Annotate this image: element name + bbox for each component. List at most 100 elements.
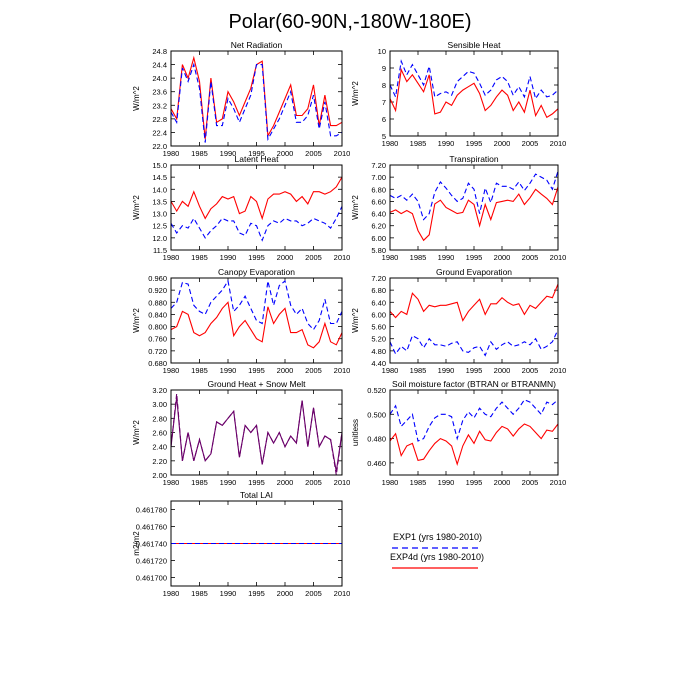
x-tick-label: 2000 (277, 478, 294, 487)
y-tick-label: 0.461740 (136, 540, 167, 549)
y-tick-label: 9 (382, 64, 386, 73)
y-tick-label: 24.8 (152, 47, 167, 56)
x-tick-label: 2005 (305, 478, 322, 487)
x-tick-label: 2000 (277, 589, 294, 598)
plot-frame (389, 277, 559, 364)
y-tick-label: 6.00 (371, 310, 386, 319)
x-tick-label: 2005 (522, 478, 539, 487)
y-tick-label: 7.20 (371, 161, 386, 170)
plot-frame (389, 164, 559, 251)
x-tick-label: 1980 (163, 366, 180, 375)
y-tick-label: 22.4 (152, 128, 167, 137)
x-tick-label: 1990 (220, 589, 237, 598)
y-tick-label: 24.0 (152, 74, 167, 83)
y-tick-label: 24.4 (152, 61, 167, 70)
y-axis-label: W/m^2 (132, 195, 141, 220)
series-line-exp1 (170, 206, 343, 242)
y-tick-label: 3.20 (152, 386, 167, 395)
x-tick-label: 1990 (438, 366, 455, 375)
x-tick-label: 1995 (248, 149, 265, 158)
y-tick-label: 0.760 (148, 335, 167, 344)
series-line-exp4d (170, 301, 343, 349)
x-tick-label: 2005 (305, 149, 322, 158)
panel-9: Total LAI m2/m2 1980 1985 1990 1995 2000 2005 20… (132, 490, 350, 598)
x-tick-label: 2010 (334, 589, 351, 598)
series-line-exp4d (389, 186, 559, 242)
y-axis-label: W/m^2 (132, 308, 141, 333)
y-tick-label: 5.60 (371, 323, 386, 332)
panel-5: Canopy Evaporation W/m^2 1980 1985 1990 1995 2… (132, 267, 350, 375)
x-tick-label: 2010 (550, 366, 567, 375)
y-tick-label: 0.920 (148, 286, 167, 295)
x-tick-label: 1990 (220, 253, 237, 262)
x-tick-label: 1990 (220, 478, 237, 487)
y-tick-label: 0.680 (148, 359, 167, 368)
x-tick-label: 2005 (305, 589, 322, 598)
y-axis-label: W/m^2 (351, 81, 360, 106)
y-tick-label: 23.2 (152, 101, 167, 110)
legend: EXP1 (yrs 1980-2010) EXP4d (yrs 1980-201… (390, 532, 484, 569)
series-line-exp4d (389, 283, 559, 322)
y-tick-label: 5 (382, 132, 386, 141)
y-tick-label: 15.0 (152, 161, 167, 170)
y-tick-label: 0.800 (148, 323, 167, 332)
x-tick-label: 2010 (334, 253, 351, 262)
x-tick-label: 1980 (163, 589, 180, 598)
x-tick-label: 1985 (410, 366, 427, 375)
y-axis-label: unitless (351, 419, 360, 446)
y-tick-label: 2.00 (152, 471, 167, 480)
legend-label-exp4d: EXP4d (yrs 1980-2010) (390, 552, 484, 562)
series-line-exp4d (389, 67, 559, 119)
x-tick-label: 1985 (410, 139, 427, 148)
x-tick-label: 1995 (248, 253, 265, 262)
x-tick-label: 2010 (334, 478, 351, 487)
y-tick-label: 7 (382, 98, 386, 107)
x-tick-label: 1995 (248, 478, 265, 487)
y-tick-label: 0.461700 (136, 574, 167, 583)
y-tick-label: 4.40 (371, 359, 386, 368)
x-tick-label: 1995 (248, 589, 265, 598)
panel-8: Soil moisture factor (BTRAN or BTRANMN) u… (351, 379, 566, 487)
plot-frame (389, 50, 559, 137)
panel-1: Net Radiation W/m^2 1980 1985 1990 1995 2000 20… (132, 40, 350, 158)
y-tick-label: 0.520 (367, 386, 386, 395)
x-tick-label: 1995 (248, 366, 265, 375)
y-tick-label: 2.80 (152, 414, 167, 423)
panel-title: Latent Heat (235, 154, 280, 164)
x-tick-label: 1995 (466, 253, 483, 262)
y-tick-label: 0.460 (367, 459, 386, 468)
x-tick-label: 1980 (382, 139, 399, 148)
panel-3: Latent Heat W/m^2 1980 1985 1990 1995 2000 2005… (132, 154, 350, 262)
legend-label-exp1: EXP1 (yrs 1980-2010) (393, 532, 482, 542)
panel-title: Canopy Evaporation (218, 267, 295, 277)
y-tick-label: 11.5 (153, 246, 167, 255)
plot-frame (170, 389, 343, 476)
x-tick-label: 1985 (191, 478, 208, 487)
y-tick-label: 23.6 (152, 88, 167, 97)
y-axis-label: W/m^2 (351, 195, 360, 220)
y-tick-label: 6.40 (371, 298, 386, 307)
y-axis-label: W/m^2 (132, 86, 141, 111)
x-tick-label: 1985 (410, 478, 427, 487)
series-line-exp1 (170, 393, 343, 476)
panel-title: Sensible Heat (448, 40, 502, 50)
y-tick-label: 4.80 (371, 347, 386, 356)
y-tick-label: 22.8 (152, 115, 167, 124)
x-tick-label: 2005 (522, 139, 539, 148)
x-tick-label: 1990 (438, 139, 455, 148)
y-tick-label: 5.20 (371, 335, 386, 344)
y-tick-label: 6.80 (371, 185, 386, 194)
x-tick-label: 1985 (191, 366, 208, 375)
x-tick-label: 2000 (277, 253, 294, 262)
y-tick-label: 0.480 (367, 435, 386, 444)
panel-2: Sensible Heat W/m^2 1980 1985 1990 1995 2000 20… (351, 40, 566, 148)
y-tick-label: 0.840 (148, 310, 167, 319)
y-tick-label: 12.0 (152, 234, 167, 243)
x-tick-label: 1980 (382, 366, 399, 375)
x-tick-label: 1980 (163, 149, 180, 158)
x-tick-label: 2000 (494, 478, 511, 487)
y-tick-label: 0.880 (148, 298, 167, 307)
y-tick-label: 6.00 (371, 234, 386, 243)
x-tick-label: 1990 (438, 478, 455, 487)
